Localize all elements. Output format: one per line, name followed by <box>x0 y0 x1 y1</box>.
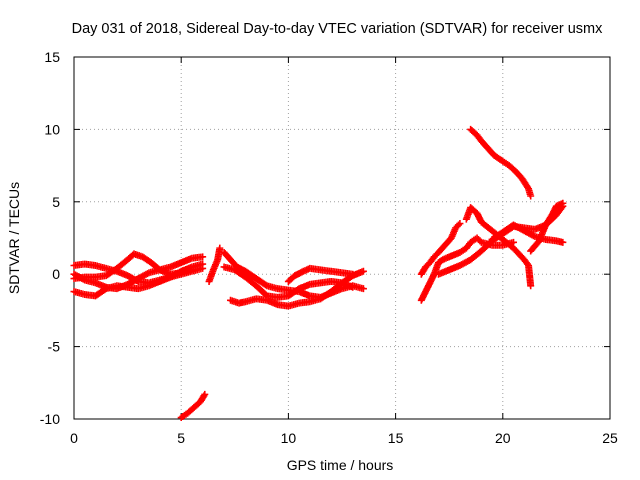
series-trace-q <box>467 125 535 200</box>
plot-frame <box>73 56 611 420</box>
data-point <box>359 285 367 293</box>
x-tick-label: 5 <box>177 430 185 446</box>
series-trace-p <box>527 199 567 255</box>
data-point <box>523 260 531 268</box>
y-tick-label: -10 <box>40 411 60 427</box>
data-point <box>359 267 367 275</box>
data-point <box>527 192 535 200</box>
data-point <box>524 183 532 191</box>
data-point <box>199 264 207 272</box>
data-point <box>559 238 567 246</box>
x-tick-label: 15 <box>388 430 404 446</box>
data-points <box>70 125 567 422</box>
data-point <box>529 232 537 240</box>
series-trace-d <box>70 253 207 293</box>
series-trace-j <box>177 390 209 422</box>
axis-ticks: 0 5 10 15 20 25 -10 -5 0 5 10 15 <box>40 49 618 446</box>
series-trace-i <box>284 264 357 285</box>
x-tick-label: 0 <box>70 430 78 446</box>
y-axis-label: SDTVAR / TECUs <box>6 182 22 294</box>
data-point <box>144 270 152 278</box>
x-tick-label: 25 <box>602 430 618 446</box>
data-point <box>559 199 567 207</box>
x-tick-label: 20 <box>495 430 511 446</box>
data-point <box>201 390 209 398</box>
series-trace-n <box>462 204 535 290</box>
y-tick-label: 0 <box>52 266 60 282</box>
data-point <box>79 275 87 283</box>
y-tick-label: 10 <box>44 121 60 137</box>
x-tick-label: 10 <box>281 430 297 446</box>
series-trace-e <box>205 244 224 285</box>
chart-title: Day 031 of 2018, Sidereal Day-to-day VTE… <box>72 21 604 37</box>
y-tick-label: 5 <box>52 194 60 210</box>
y-tick-label: 15 <box>44 49 60 65</box>
data-point <box>454 221 462 229</box>
series-trace-g <box>220 263 357 301</box>
x-axis-label: GPS time / hours <box>287 457 394 473</box>
data-point <box>456 220 464 228</box>
data-point <box>527 282 535 290</box>
series-trace-h <box>227 267 367 310</box>
data-point <box>349 283 357 291</box>
gridlines <box>74 57 610 419</box>
series-trace-l <box>417 234 518 304</box>
data-point <box>200 392 208 400</box>
y-tick-label: -5 <box>48 339 61 355</box>
data-point <box>216 244 224 252</box>
data-point <box>199 253 207 261</box>
series-trace-k <box>417 220 464 278</box>
data-point <box>349 270 357 278</box>
